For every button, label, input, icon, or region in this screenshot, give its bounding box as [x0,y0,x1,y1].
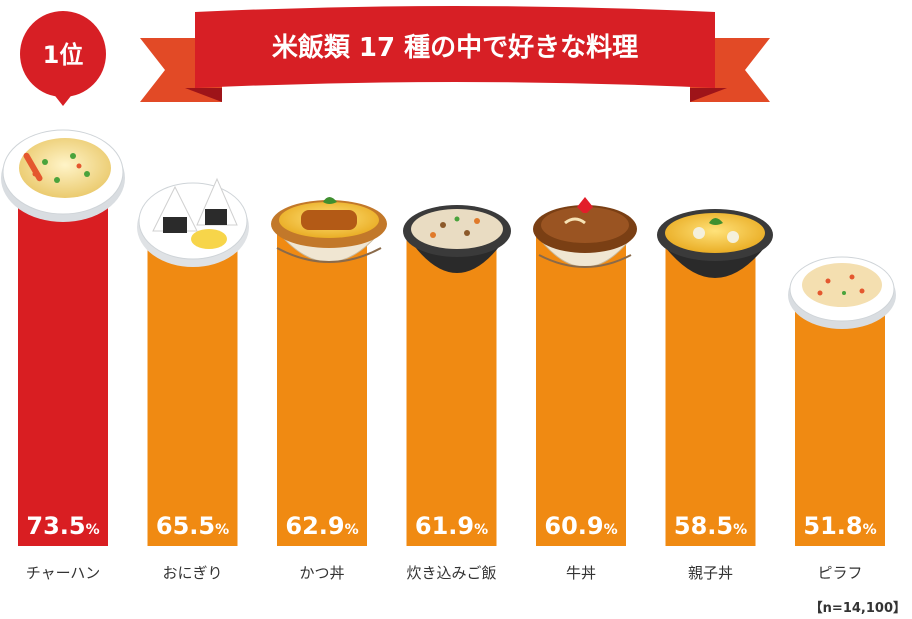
category-label-7: ピラフ [817,564,862,582]
value-label-3: 62.9% [285,512,358,540]
pilaf-plate-icon [788,256,896,329]
katsudon-bowl-icon [271,197,387,263]
rank-badge-text: 1位 [43,41,84,69]
ribbon-main [195,6,715,88]
value-label-5: 60.9% [544,512,617,540]
value-label-4: 61.9% [415,512,488,540]
value-label-2: 65.5% [156,512,229,540]
value-label-7: 51.8% [803,512,876,540]
value-label-1: 73.5% [26,512,99,540]
bar-group: 73.5% チャーハン 65.5% おにぎり 62.9% かつ丼 61.9% 炊き込みご飯 60… [18,165,885,582]
onigiri-plate-icon [137,177,249,267]
title-ribbon: 米飯類 17 種の中で好きな料理 [140,6,770,102]
bar-6 [665,242,756,547]
fried-rice-plate-icon [1,129,125,222]
gyudon-bowl-icon [533,197,637,268]
chart-title: 米飯類 17 種の中で好きな料理 [272,32,638,63]
category-label-5: 牛丼 [566,564,596,582]
bar-1 [18,165,108,546]
rank-badge-pointer [52,92,74,106]
bar-3 [277,219,367,546]
category-label-1: チャーハン [26,564,101,582]
category-label-2: おにぎり [162,564,222,582]
rank-badge-circle [20,11,106,97]
rank-badge: 1位 [20,11,106,106]
sample-size-note: 【n=14,100】 [810,600,906,616]
ribbon-fold-right [690,88,727,102]
category-label-3: かつ丼 [299,564,344,582]
oyakodon-bowl-icon [657,209,773,278]
bar-5 [536,230,626,547]
value-label-6: 58.5% [674,512,747,540]
ribbon-fold-left [185,88,222,102]
bar-4 [406,225,497,546]
category-label-4: 炊き込みご飯 [406,564,496,582]
category-label-6: 親子丼 [688,564,733,582]
takikomi-gohan-bowl-icon [403,205,511,273]
